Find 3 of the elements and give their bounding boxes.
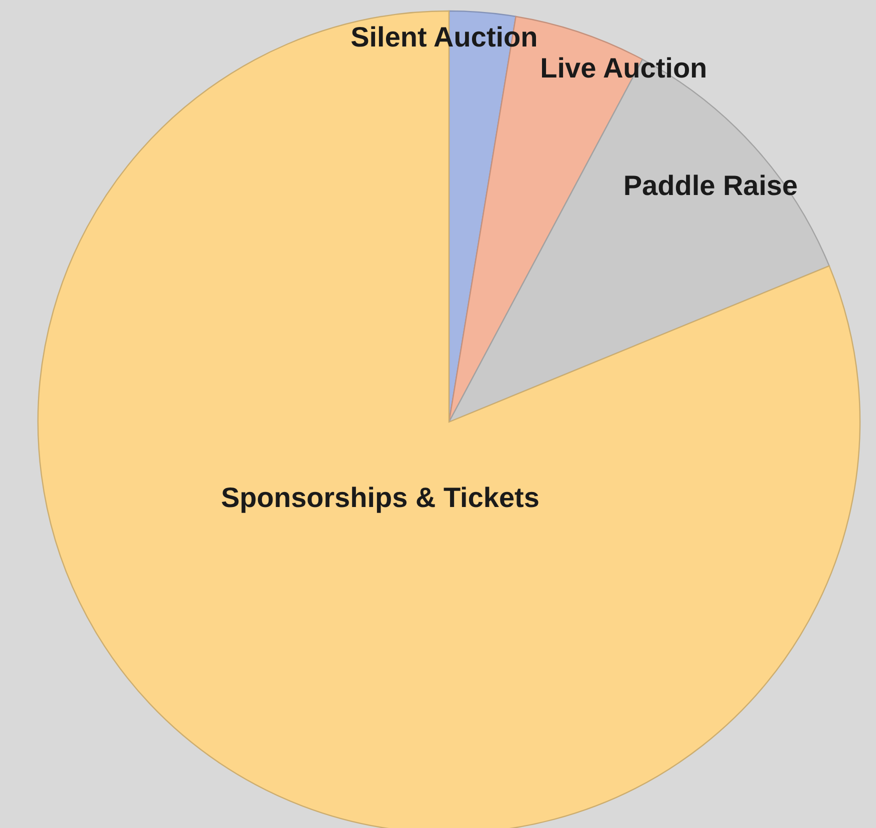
slice-label: Sponsorships & Tickets [220, 482, 540, 513]
slice-label: Live Auction [540, 52, 708, 84]
slice-label: Paddle Raise [623, 170, 798, 202]
